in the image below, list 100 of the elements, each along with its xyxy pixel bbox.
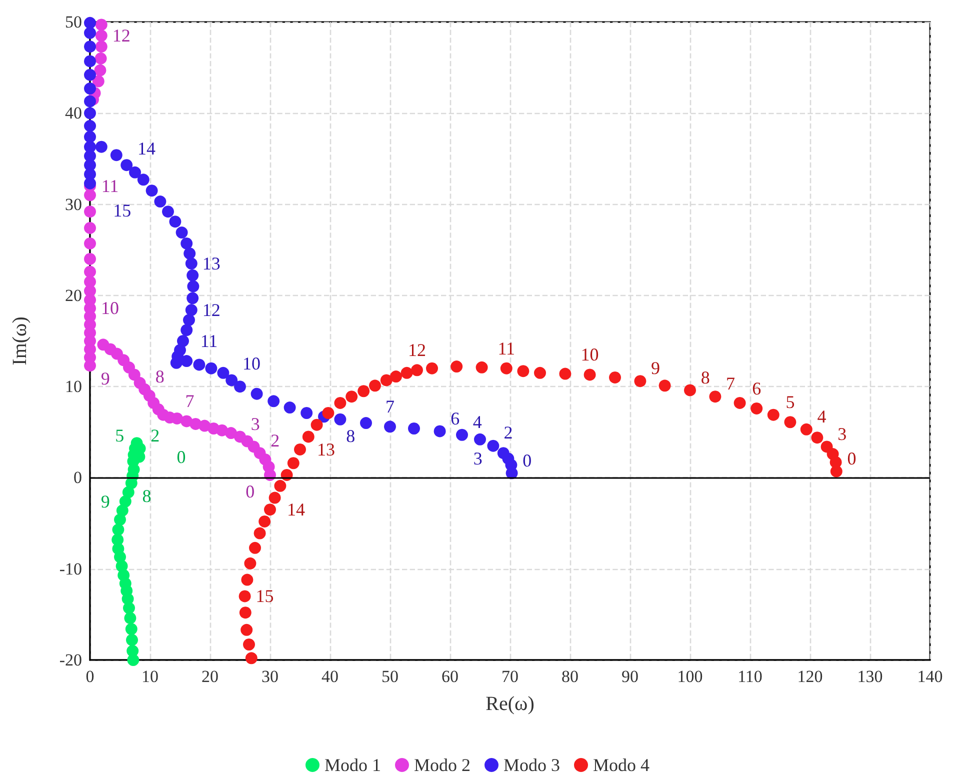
point (302, 430, 314, 443)
point (559, 368, 572, 380)
x-tick-label: 60 (442, 667, 458, 686)
point (258, 515, 271, 528)
annotation: 5 (786, 392, 795, 412)
y-tick-label: 10 (65, 377, 82, 396)
annotation: 3 (250, 414, 260, 434)
point (125, 623, 138, 636)
point (84, 252, 96, 265)
point (800, 423, 812, 436)
legend-label: Modo 4 (593, 755, 650, 775)
point (92, 75, 104, 88)
point (411, 364, 423, 376)
annotation: 11 (498, 338, 516, 358)
y-tick-label: 40 (65, 104, 82, 123)
y-tick-label: 30 (65, 194, 82, 214)
x-tick-label: 40 (322, 667, 338, 686)
point (310, 418, 323, 431)
point (264, 504, 276, 516)
annotation: 2 (504, 422, 513, 443)
annotation: 9 (100, 368, 110, 388)
point (123, 602, 135, 614)
annotation: 11 (200, 331, 218, 351)
annotation: 7 (386, 396, 394, 417)
x-tick-label: 50 (382, 667, 398, 686)
legend-label: Modo 1 (324, 755, 382, 775)
annotation: 9 (651, 358, 660, 378)
annotation: 10 (242, 353, 261, 374)
annotation: 8 (700, 367, 710, 388)
point (94, 52, 107, 64)
y-tick-label: 0 (74, 468, 82, 488)
y-tick-label: 20 (65, 286, 82, 305)
x-tick-label: 140 (917, 667, 943, 686)
point (274, 480, 286, 492)
point (450, 360, 463, 373)
point (84, 206, 96, 218)
point (658, 380, 671, 392)
point (811, 432, 824, 444)
x-tick-label: 30 (262, 667, 278, 686)
point (97, 338, 110, 351)
annotation: 14 (287, 500, 305, 520)
x-tick-label: 110 (738, 667, 762, 686)
point (238, 590, 251, 602)
x-tick-label: 70 (502, 667, 518, 686)
point (609, 371, 621, 384)
annotation: 0 (522, 450, 532, 470)
point (517, 365, 530, 378)
point (249, 542, 261, 554)
point (244, 557, 256, 570)
annotation: 14 (138, 138, 156, 158)
point (426, 362, 438, 374)
point (784, 416, 796, 428)
point (127, 654, 140, 666)
point (534, 366, 546, 379)
point (380, 374, 392, 386)
annotation: 10 (101, 298, 119, 318)
point (84, 276, 96, 288)
point (584, 368, 596, 381)
point (134, 376, 146, 389)
y-tick-label: 50 (65, 12, 82, 32)
point (750, 402, 763, 414)
point (390, 370, 402, 383)
x-tick-label: 130 (857, 667, 883, 686)
point (820, 440, 833, 453)
point (634, 375, 646, 388)
annotation: 0 (176, 446, 186, 467)
annotation: 0 (246, 482, 255, 502)
legend-label: Modo 3 (504, 755, 560, 775)
point (245, 652, 258, 664)
point (94, 64, 106, 76)
annotation: 6 (752, 378, 762, 398)
point (124, 612, 136, 624)
y-tick-label: -10 (59, 559, 82, 578)
point (400, 366, 413, 379)
x-axis-title: Re(ω) (486, 693, 534, 715)
point (254, 527, 266, 540)
annotation: 8 (142, 486, 152, 506)
x-tick-label: 20 (202, 667, 218, 686)
point (95, 18, 108, 31)
point (114, 514, 126, 526)
annotation: 12 (408, 340, 426, 360)
x-tick-label: 90 (622, 667, 638, 686)
point (84, 266, 96, 278)
annotation: 8 (346, 426, 356, 446)
point (243, 638, 255, 650)
point (268, 492, 281, 504)
x-tick-label: 0 (86, 667, 94, 686)
annotation: 3 (838, 424, 847, 444)
point (369, 380, 381, 392)
annotation: 2 (270, 430, 280, 450)
annotation: 5 (115, 426, 124, 446)
point (180, 415, 193, 428)
point (358, 385, 370, 398)
annotation: 8 (155, 366, 164, 386)
point (346, 390, 358, 403)
point (112, 524, 124, 536)
annotation: 7 (726, 374, 736, 394)
point (95, 40, 108, 53)
x-tick-label: 120 (797, 667, 823, 686)
annotation: 2 (150, 426, 160, 446)
